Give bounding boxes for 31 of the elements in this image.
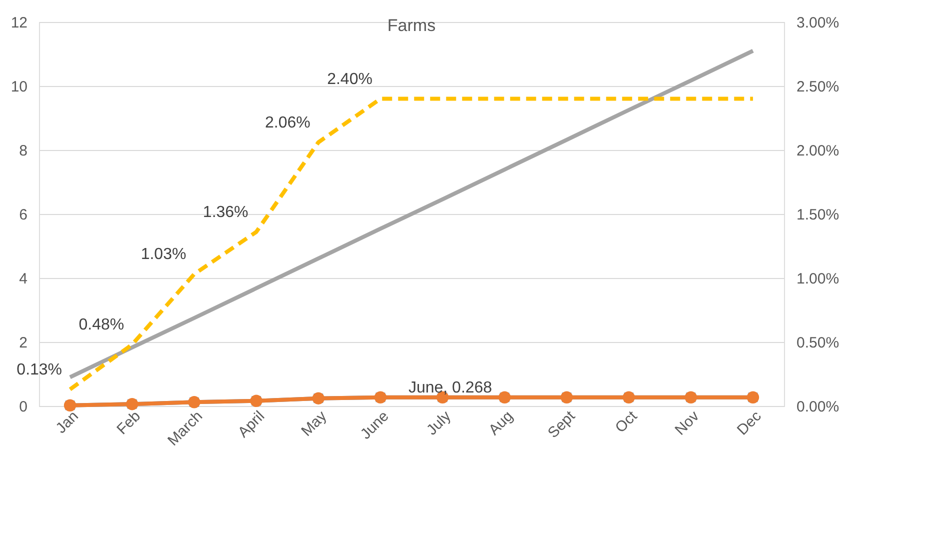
y-tick-label: 6: [19, 206, 28, 224]
x-tick-label: Feb: [114, 408, 144, 438]
y-tick-label: 10: [10, 78, 28, 96]
y-tick-label: 12: [10, 14, 28, 32]
x-tick-label: May: [298, 407, 331, 440]
y-tick-label: 8: [19, 142, 28, 160]
data-label: 1.03%: [140, 246, 186, 264]
y-tick-label: 4: [19, 270, 28, 288]
data-label: 0.48%: [78, 316, 124, 334]
y-tick-label: 2: [19, 334, 28, 352]
x-tick-label: Jan: [52, 408, 82, 437]
line-series: [68, 48, 755, 380]
x-tick-label: Nov: [672, 407, 704, 439]
y-tick-label: 0: [19, 398, 28, 416]
y2-tick-label: 3.00%: [796, 14, 840, 32]
annotation: June, 0.268: [408, 379, 492, 396]
y2-tick-label: 1.00%: [796, 270, 840, 288]
x-tick-label: Aug: [486, 408, 516, 439]
y2-tick-label: 1.50%: [796, 206, 840, 224]
y2-tick-label: 2.00%: [796, 142, 840, 160]
data-label: 1.36%: [202, 204, 248, 221]
x-tick-label: Oct: [612, 407, 642, 436]
y2-tick-label: 2.50%: [796, 78, 840, 96]
data-label: 2.40%: [327, 70, 372, 88]
data-label: 2.06%: [265, 114, 310, 132]
chart-title: Farms: [387, 16, 436, 35]
y2-tick-label: 0.00%: [796, 398, 840, 416]
x-tick-label: Dec: [734, 407, 766, 439]
x-tick-label: July: [423, 407, 455, 439]
y2-tick-label: 0.50%: [796, 334, 840, 352]
data-label: 0.13%: [16, 361, 62, 378]
